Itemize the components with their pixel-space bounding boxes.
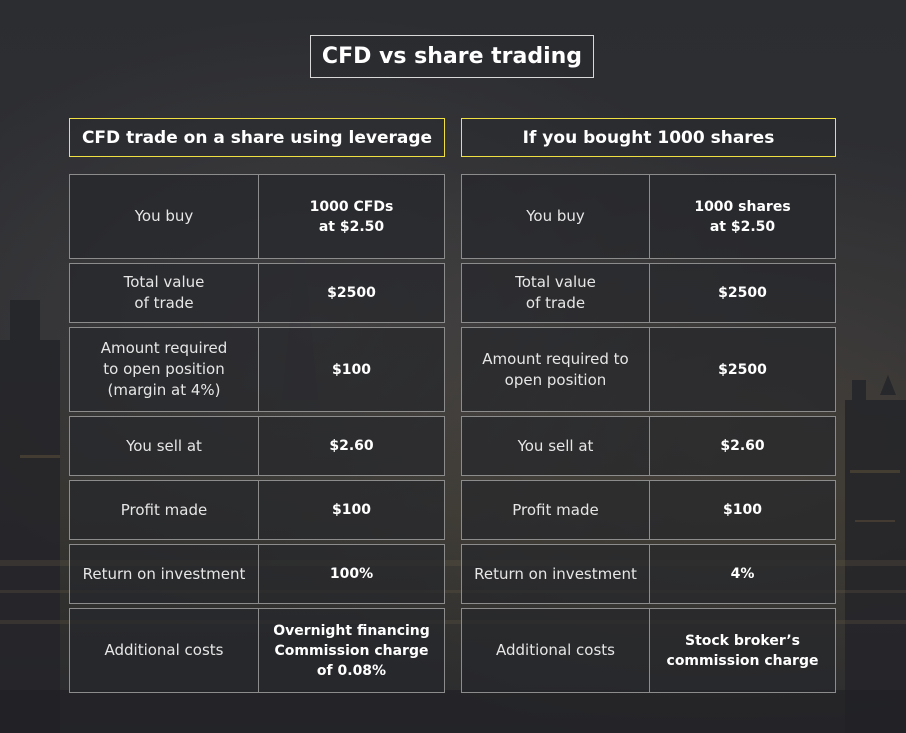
row-label: Profit made [69, 480, 259, 540]
row-label: You buy [69, 174, 259, 259]
row-value: $100 [649, 480, 836, 540]
left-column-header: CFD trade on a share using leverage [69, 118, 445, 157]
row-value: 1000 shares at $2.50 [649, 174, 836, 259]
row-label: Amount required to open position [461, 327, 650, 412]
table-row: You buy 1000 CFDs at $2.50 [69, 174, 445, 259]
table-row: Amount required to open position $2500 [461, 327, 836, 412]
table-row: You sell at $2.60 [461, 416, 836, 476]
table-row: Total value of trade $2500 [69, 263, 445, 323]
page-title: CFD vs share trading [310, 35, 594, 78]
table-row: Return on investment 100% [69, 544, 445, 604]
row-value: 4% [649, 544, 836, 604]
right-column-header: If you bought 1000 shares [461, 118, 836, 157]
row-value: $2500 [649, 263, 836, 323]
row-value: $100 [258, 480, 445, 540]
row-value: $100 [258, 327, 445, 412]
row-value: $2500 [649, 327, 836, 412]
row-label: Total value of trade [461, 263, 650, 323]
table-row: Amount required to open position (margin… [69, 327, 445, 412]
row-label: You buy [461, 174, 650, 259]
row-value: $2.60 [649, 416, 836, 476]
row-value: $2500 [258, 263, 445, 323]
table-row: Total value of trade $2500 [461, 263, 836, 323]
row-value: 1000 CFDs at $2.50 [258, 174, 445, 259]
row-value: 100% [258, 544, 445, 604]
row-label: Return on investment [461, 544, 650, 604]
row-label: You sell at [69, 416, 259, 476]
table-row: You sell at $2.60 [69, 416, 445, 476]
row-label: You sell at [461, 416, 650, 476]
table-row: Additional costs Overnight financing Com… [69, 608, 445, 693]
row-label: Amount required to open position (margin… [69, 327, 259, 412]
row-value: Overnight financing Commission charge of… [258, 608, 445, 693]
table-row: Additional costs Stock broker’s commissi… [461, 608, 836, 693]
row-value: $2.60 [258, 416, 445, 476]
table-row: Profit made $100 [69, 480, 445, 540]
table-row: Return on investment 4% [461, 544, 836, 604]
row-value: Stock broker’s commission charge [649, 608, 836, 693]
row-label: Total value of trade [69, 263, 259, 323]
row-label: Additional costs [69, 608, 259, 693]
row-label: Additional costs [461, 608, 650, 693]
row-label: Return on investment [69, 544, 259, 604]
table-row: You buy 1000 shares at $2.50 [461, 174, 836, 259]
row-label: Profit made [461, 480, 650, 540]
table-row: Profit made $100 [461, 480, 836, 540]
